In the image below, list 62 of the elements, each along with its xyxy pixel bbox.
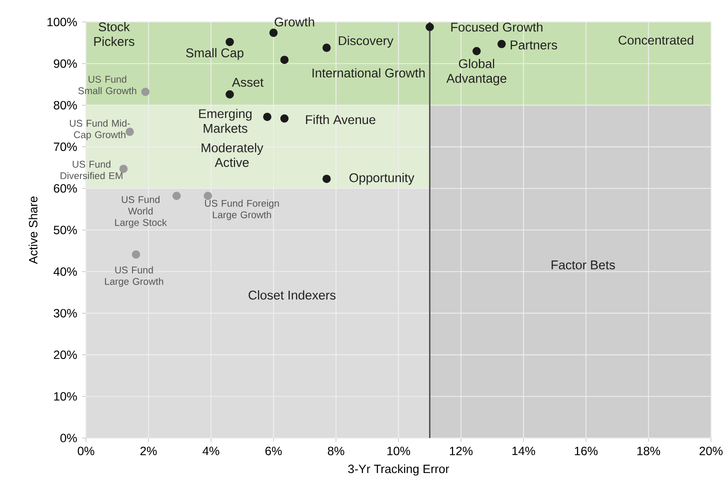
x-tick-label: 2% <box>140 446 157 456</box>
y-tick-label: 100% <box>48 18 77 26</box>
annotation: Moderately Active <box>202 143 264 167</box>
point <box>263 112 272 121</box>
annotation: Opportunity <box>350 172 414 185</box>
x-tick-label: 0% <box>78 446 94 456</box>
y-tick-label: 90% <box>54 59 77 68</box>
point <box>472 46 481 56</box>
annotation: International Growth <box>312 68 425 78</box>
y-tick-label: 40% <box>54 267 77 276</box>
point <box>119 164 128 173</box>
point <box>132 250 140 259</box>
x-tick-label: 8% <box>328 446 344 456</box>
y-tick-label: 10% <box>54 392 77 401</box>
point <box>322 174 331 183</box>
y-tick-label: 70% <box>54 142 77 152</box>
point <box>204 192 212 200</box>
x-axis-title: 3-Yr Tracking Error <box>348 464 450 476</box>
point <box>280 114 289 123</box>
annotation: Small Cap <box>186 48 244 60</box>
annotation: Asset <box>232 78 264 87</box>
y-tick-label: 80% <box>54 100 77 110</box>
y-tick-label: 60% <box>54 184 77 193</box>
x-tick-label: 14% <box>512 446 536 456</box>
x-tick-label: 4% <box>202 446 220 456</box>
annotation: Closet Indexers <box>248 290 336 300</box>
annotation: Factor Bets <box>552 260 615 270</box>
point <box>269 28 278 37</box>
x-tick-label: 20% <box>700 446 723 456</box>
annotation: US Fund World Large Stock <box>115 196 167 228</box>
point <box>498 40 506 48</box>
y-axis-title: Active Share <box>28 196 38 264</box>
point <box>426 22 434 32</box>
annotation: Concentrated <box>618 35 694 45</box>
x-tick-label: 18% <box>637 446 660 456</box>
annotation: US Fund Foreign Large Growth <box>205 200 279 220</box>
annotation: Fifth Avenue <box>306 114 376 124</box>
annotation: Growth <box>274 17 314 26</box>
y-tick-label: 50% <box>54 226 77 234</box>
annotation: Discovery <box>338 36 394 48</box>
point <box>226 90 234 99</box>
point <box>226 38 234 46</box>
annotation: Emerging Markets <box>199 108 252 133</box>
annotation: Global Advantage <box>446 58 506 86</box>
x-tick-label: 16% <box>574 446 598 456</box>
annotation: Partners <box>510 40 558 50</box>
annotation: US Fund Mid-Cap Growth <box>70 120 130 140</box>
point <box>141 88 150 96</box>
y-tick-label: 30% <box>54 308 77 318</box>
point <box>280 56 289 64</box>
point <box>172 192 181 200</box>
x-tick-label: 6% <box>265 446 282 456</box>
point <box>322 44 331 52</box>
x-tick-label: 10% <box>387 446 410 456</box>
annotation: US Fund Diversified EM <box>60 160 122 180</box>
y-tick-label: 0% <box>60 434 77 442</box>
annotation: Focused Growth <box>451 22 542 32</box>
point <box>126 128 134 136</box>
y-tick-label: 20% <box>54 350 77 360</box>
x-tick-label: 12% <box>450 446 473 456</box>
annotation: US Fund Large Growth <box>105 266 164 287</box>
annotation: Stock Pickers <box>94 22 134 46</box>
